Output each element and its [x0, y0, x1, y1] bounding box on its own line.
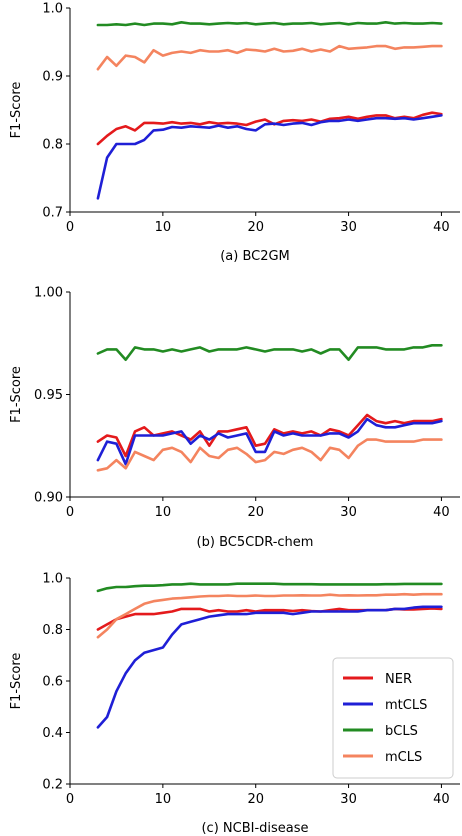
- y-axis-label: F1-Score: [9, 82, 24, 139]
- chart-panel-2: 0 10 20 30 40 0.90 0.95 1.00 F1-Score (b) BC5CDR-…: [9, 286, 460, 550]
- series-line-mtcls: [96, 605, 443, 729]
- x-tick-label: 0: [66, 220, 74, 235]
- x-tick-label: 40: [433, 220, 450, 235]
- legend-label: bCLS: [385, 724, 418, 739]
- legend: NER mtCLS bCLS mCLS: [332, 657, 454, 779]
- y-tick-label: 1.00: [34, 286, 63, 301]
- chart-panel-3: 0 10 20 30 40 0.2 0.4 0.6 0.8 1.0 F1-Score (c) NCBI…: [9, 572, 460, 836]
- legend-frame: [332, 657, 454, 779]
- y-tick-label: 0.4: [42, 726, 63, 741]
- x-tick-label: 20: [247, 505, 264, 520]
- x-tick-label: 20: [247, 792, 264, 807]
- x-tick-label: 40: [433, 792, 450, 807]
- y-tick-label: 0.7: [42, 206, 63, 221]
- y-tick-label: 0.2: [42, 778, 63, 793]
- series-line-mcls: [96, 592, 443, 639]
- series-line-bcls: [96, 582, 443, 593]
- y-tick-label: 0.8: [42, 138, 63, 153]
- x-tick-label: 30: [340, 792, 357, 807]
- x-tick-label: 0: [66, 792, 74, 807]
- legend-label: NER: [385, 672, 412, 687]
- chart-panel-1: 0 10 20 30 40 0.7 0.8 0.9 1.0 F1-Score (a) BC2GM: [9, 2, 460, 264]
- x-tick-label: 0: [66, 505, 74, 520]
- x-tick-label: 20: [247, 220, 264, 235]
- y-tick-label: 1.0: [42, 572, 63, 587]
- x-tick-label: 10: [155, 505, 172, 520]
- y-tick-label: 0.95: [34, 388, 63, 403]
- subplot-caption: (a) BC2GM: [220, 249, 290, 264]
- legend-label: mCLS: [385, 750, 422, 765]
- x-tick-label: 30: [340, 505, 357, 520]
- y-tick-label: 0.9: [42, 70, 63, 85]
- series-line-bcls: [96, 343, 443, 362]
- y-tick-label: 0.6: [42, 675, 63, 690]
- x-tick-label: 10: [155, 220, 172, 235]
- y-axis-label: F1-Score: [9, 366, 24, 423]
- legend-label: mtCLS: [385, 698, 427, 713]
- x-tick-label: 40: [433, 505, 450, 520]
- series-line-mtcls: [96, 417, 443, 466]
- subplot-caption: (b) BC5CDR-chem: [197, 535, 314, 550]
- subplot-caption: (c) NCBI-disease: [201, 821, 308, 836]
- y-axis-label: F1-Score: [9, 653, 24, 710]
- x-tick-label: 30: [340, 220, 357, 235]
- y-tick-label: 0.8: [42, 623, 63, 638]
- series-line-mcls: [96, 438, 443, 472]
- x-tick-label: 10: [155, 792, 172, 807]
- series-line-mtcls: [96, 114, 443, 200]
- series-line-ner: [96, 111, 443, 146]
- y-tick-label: 0.90: [34, 491, 63, 506]
- series-line-bcls: [96, 20, 443, 27]
- y-tick-label: 1.0: [42, 2, 63, 17]
- series-line-mcls: [96, 44, 443, 71]
